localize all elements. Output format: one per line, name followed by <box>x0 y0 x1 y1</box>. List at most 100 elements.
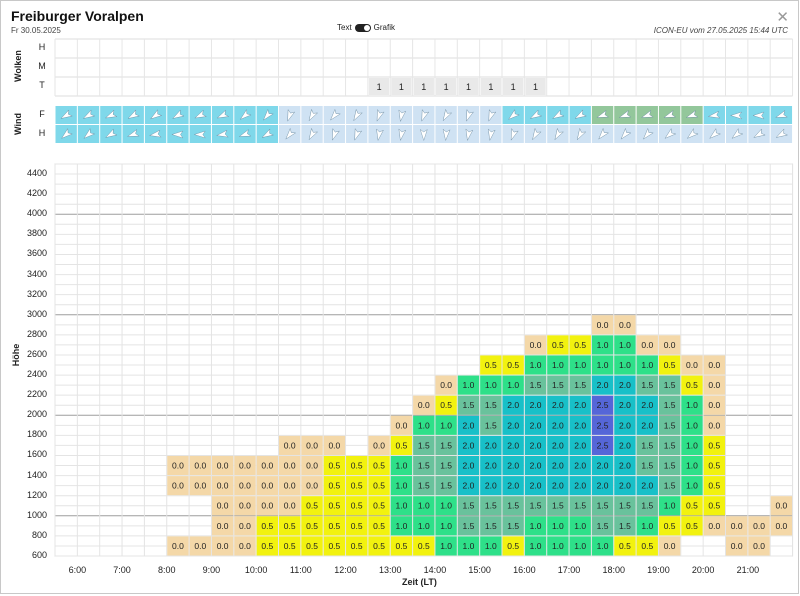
heatmap-cell <box>368 536 390 556</box>
toggle-grafik-label: Grafik <box>373 23 396 32</box>
heatmap-value: 1.5 <box>485 501 497 511</box>
heatmap-cell <box>614 395 636 415</box>
heatmap-value: 1.5 <box>641 461 653 471</box>
heatmap-cell <box>211 476 234 496</box>
heatmap-cell <box>569 435 591 455</box>
heatmap-value: 0.5 <box>328 481 340 491</box>
heatmap-cell <box>547 415 569 435</box>
heatmap-value: 0.5 <box>373 461 385 471</box>
wind-arrow-icon <box>376 108 385 122</box>
heatmap-value: 1.0 <box>552 360 564 370</box>
wind-arrow-icon <box>287 108 296 122</box>
heatmap-cell <box>547 435 569 455</box>
heatmap-cell <box>413 476 435 496</box>
wind-arrow-icon <box>642 127 654 140</box>
wind-arrow-icon <box>466 108 474 122</box>
heatmap-cell <box>614 516 636 536</box>
heatmap-value: 0.0 <box>440 380 452 390</box>
wind-arrow-icon <box>354 127 363 141</box>
heatmap-value: 2.0 <box>552 420 564 430</box>
wind-arrow-icon <box>730 111 743 120</box>
heatmap-cell <box>770 516 793 536</box>
y-tick-label: 800 <box>31 529 47 540</box>
heatmap-cell <box>547 516 569 536</box>
heatmap-value: 2.0 <box>507 400 519 410</box>
heatmap-cell <box>636 496 658 516</box>
heatmap-cell <box>658 536 681 556</box>
y-tick-label: 3800 <box>26 228 47 239</box>
heatmap-cell <box>346 476 368 496</box>
heatmap-value: 2.0 <box>552 481 564 491</box>
heatmap-cell <box>457 415 480 435</box>
heatmap-cell <box>591 395 614 415</box>
heatmap-cell <box>658 435 681 455</box>
heatmap-value: 2.0 <box>463 440 475 450</box>
heatmap-cell <box>547 496 569 516</box>
heatmap-cell <box>703 355 725 375</box>
heatmap-value: 0.0 <box>597 320 609 330</box>
heatmap-value: 2.0 <box>574 440 586 450</box>
heatmap-value: 2.0 <box>597 380 609 390</box>
y-tick-label: 1800 <box>26 429 47 440</box>
heatmap-cell <box>524 455 547 476</box>
x-tick-label: 17:00 <box>557 565 581 575</box>
heatmap-cell <box>658 476 681 496</box>
heatmap-value: 1.0 <box>485 380 497 390</box>
heatmap-cell <box>569 496 591 516</box>
heatmap-cell <box>256 516 278 536</box>
wind-arrow-icon <box>285 127 297 140</box>
heatmap-value: 1.0 <box>530 360 542 370</box>
heatmap-cell <box>636 415 658 435</box>
heatmap-value: 0.0 <box>664 541 676 551</box>
wind-arrow-icon <box>330 108 341 121</box>
wind-arrow-icon <box>421 108 430 122</box>
heatmap-cell <box>279 536 301 556</box>
y-tick-label: 2400 <box>26 369 47 380</box>
y-tick-label: 1200 <box>26 489 47 500</box>
wind-arrow-icon <box>508 108 520 120</box>
heatmap-value: 1.0 <box>597 340 609 350</box>
heatmap-value: 1.0 <box>641 521 653 531</box>
wind-arrow-icon <box>105 128 118 138</box>
heatmap-cell <box>413 415 435 435</box>
wind-arrow-icon <box>61 127 73 139</box>
heatmap-cell <box>189 536 211 556</box>
heatmap-value: 1.5 <box>664 481 676 491</box>
wind-arrow-icon <box>150 109 163 120</box>
heatmap-value: 1.5 <box>485 400 497 410</box>
heatmap-cell <box>591 315 614 335</box>
heatmap-value: 0.5 <box>641 541 653 551</box>
heatmap-value: 0.5 <box>306 521 318 531</box>
view-toggle[interactable]: Text Grafik <box>337 23 395 32</box>
heatmap-cell <box>502 536 524 556</box>
heatmap-cell <box>390 455 413 476</box>
x-tick-label: 7:00 <box>113 565 131 575</box>
heatmap-value: 0.5 <box>619 541 631 551</box>
heatmap-value: 0.5 <box>507 541 519 551</box>
heatmap-cell <box>502 375 524 395</box>
heatmap-cell <box>480 395 502 415</box>
heatmap-value: 0.5 <box>664 360 676 370</box>
cloud-cell <box>525 78 546 95</box>
heatmap-value: 0.0 <box>172 461 184 471</box>
heatmap-cell <box>614 496 636 516</box>
heatmap-cell <box>524 516 547 536</box>
heatmap-value: 0.0 <box>396 420 408 430</box>
wind-arrow-icon <box>126 128 140 137</box>
y-tick-label: 3400 <box>26 268 47 279</box>
heatmap-value: 0.5 <box>574 340 586 350</box>
toggle-text-label: Text <box>337 23 352 32</box>
close-icon[interactable]: ✕ <box>776 9 789 26</box>
heatmap-value: 2.0 <box>530 461 542 471</box>
heatmap-value: 0.0 <box>239 501 251 511</box>
heatmap-value: 0.5 <box>708 461 720 471</box>
heatmap-cell <box>279 435 301 455</box>
heatmap-cell <box>346 516 368 536</box>
toggle-switch[interactable] <box>354 23 371 32</box>
y-tick-label: 3200 <box>26 288 47 299</box>
heatmap-cell <box>569 536 591 556</box>
heatmap-value: 2.0 <box>485 461 497 471</box>
heatmap-cell <box>703 455 725 476</box>
y-tick-label: 1400 <box>26 469 47 480</box>
heatmap-value: 0.0 <box>284 461 296 471</box>
